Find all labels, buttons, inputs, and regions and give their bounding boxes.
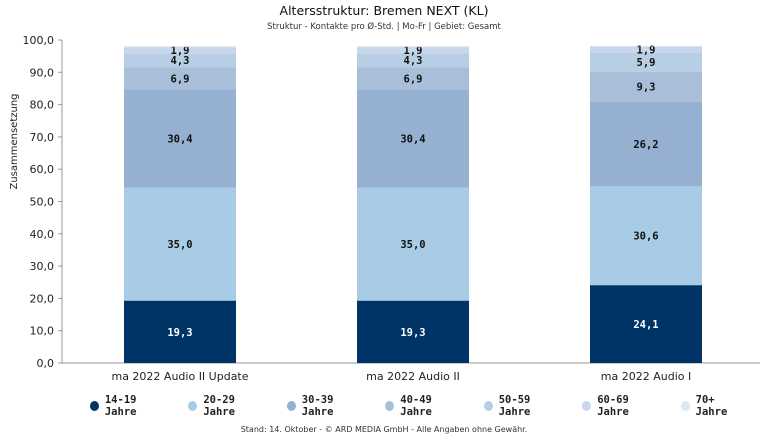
bar-segment — [124, 89, 236, 188]
data-label: 1,9 — [404, 45, 423, 57]
footer-note: Stand: 14. Oktober - © ARD MEDIA GmbH - … — [240, 425, 528, 434]
legend-item: 40-49 Jahre — [385, 394, 461, 418]
data-label: 19,3 — [400, 327, 425, 339]
x-category-label: ma 2022 Audio II Update — [111, 370, 248, 383]
legend-item: 20-29 Jahre — [188, 394, 264, 418]
legend-swatch — [286, 401, 296, 411]
x-category-label: ma 2022 Audio I — [601, 370, 691, 383]
x-category-label: ma 2022 Audio II — [366, 370, 460, 383]
bar-segment — [590, 71, 702, 102]
data-label: 30,4 — [167, 134, 192, 146]
y-tick-label: 90,0 — [30, 66, 55, 79]
bar-segment — [124, 53, 236, 68]
legend-swatch — [680, 401, 690, 411]
y-tick-label: 50,0 — [30, 196, 55, 209]
data-label: 35,0 — [400, 239, 425, 251]
bar-segment — [590, 46, 702, 53]
y-tick-label: 100,0 — [23, 34, 55, 47]
bar-segment — [124, 300, 236, 363]
data-label: 30,4 — [400, 134, 425, 146]
bar-segment — [590, 101, 702, 187]
legend-label: 40-49 Jahre — [400, 394, 432, 418]
data-label: 30,6 — [633, 231, 658, 243]
bar-segment — [357, 187, 469, 301]
bar-segment — [357, 300, 469, 363]
legend-swatch — [385, 401, 395, 411]
data-label: 24,1 — [633, 319, 658, 331]
data-label: 35,0 — [167, 239, 192, 251]
data-label: 26,2 — [633, 139, 658, 151]
bar-segment — [357, 47, 469, 54]
y-tick-label: 10,0 — [30, 325, 55, 338]
data-label: 1,9 — [171, 45, 190, 57]
legend-item: 60-69 Jahre — [582, 394, 658, 418]
legend-label: 30-39 Jahre — [301, 394, 334, 418]
data-label: 4,3 — [404, 55, 423, 67]
data-label: 6,9 — [404, 73, 423, 85]
legend-label: 14-19 Jahre — [104, 394, 137, 418]
legend-swatch — [483, 401, 493, 411]
y-tick-label: 60,0 — [30, 163, 55, 176]
legend-swatch — [582, 401, 592, 411]
legend-item: 70+ Jahre — [680, 394, 746, 418]
bar-segment — [357, 89, 469, 188]
bar-segment — [124, 67, 236, 90]
legend-item: 30-39 Jahre — [286, 394, 363, 418]
bar-segment — [357, 53, 469, 68]
bar-segment — [590, 186, 702, 286]
bar-segment — [357, 67, 469, 90]
legend-label: 70+ Jahre — [695, 394, 728, 418]
bar-segment — [124, 46, 236, 48]
chart-title: Altersstruktur: Bremen NEXT (KL) — [279, 3, 489, 18]
legend-label: 20-29 Jahre — [203, 394, 235, 418]
data-label: 5,9 — [637, 57, 656, 69]
legend-label: 50-59 Jahre — [498, 394, 531, 418]
chart-legend: 14-19 Jahre 20-29 Jahre 30-39 Jahre 40-49 J… — [90, 394, 768, 418]
data-label: 1,9 — [637, 45, 656, 57]
data-label: 6,9 — [171, 73, 190, 85]
legend-item: 14-19 Jahre — [90, 394, 166, 418]
chart-subtitle: Struktur - Kontakte pro Ø-Std. | Mo-Fr |… — [267, 22, 501, 32]
y-tick-label: 20,0 — [30, 292, 55, 305]
y-tick-label: 70,0 — [30, 131, 55, 144]
data-label: 9,3 — [637, 82, 656, 94]
bar-segment — [124, 47, 236, 54]
legend-label: 60-69 Jahre — [597, 394, 629, 418]
bar-segment — [124, 187, 236, 301]
bar-segment — [590, 285, 702, 363]
legend-swatch — [90, 401, 99, 411]
y-tick-label: 40,0 — [30, 228, 55, 241]
legend-item: 50-59 Jahre — [483, 394, 560, 418]
bar-segment — [590, 52, 702, 72]
data-label: 4,3 — [171, 55, 190, 67]
y-tick-label: 80,0 — [30, 99, 55, 112]
y-axis-title: Zusammensetzung — [9, 93, 20, 189]
y-tick-label: 0,0 — [37, 357, 55, 370]
legend-swatch — [188, 401, 198, 411]
data-label: 19,3 — [167, 327, 192, 339]
bar-segment — [357, 46, 469, 48]
y-tick-label: 30,0 — [30, 260, 55, 273]
